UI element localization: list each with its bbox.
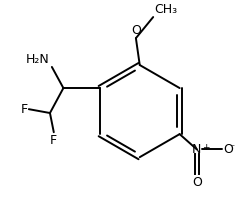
Text: F: F <box>21 103 28 116</box>
Text: +: + <box>202 143 209 152</box>
Text: N: N <box>191 143 201 156</box>
Text: F: F <box>50 134 57 147</box>
Text: H₂N: H₂N <box>26 53 50 66</box>
Text: ⁻: ⁻ <box>229 143 235 153</box>
Text: O: O <box>192 176 202 189</box>
Text: O: O <box>223 143 233 156</box>
Text: O: O <box>131 24 141 37</box>
Text: CH₃: CH₃ <box>154 3 177 16</box>
